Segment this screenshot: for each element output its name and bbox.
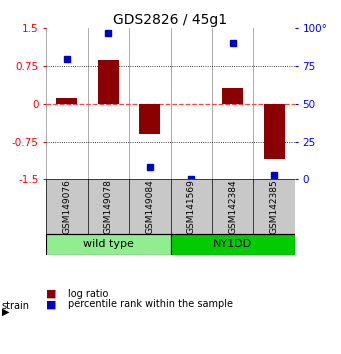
- Text: GSM149084: GSM149084: [145, 179, 154, 234]
- Text: GSM149076: GSM149076: [62, 179, 71, 234]
- Text: GSM142385: GSM142385: [270, 179, 279, 234]
- Bar: [46, 234, 170, 255]
- Text: GSM141569: GSM141569: [187, 179, 196, 234]
- Bar: [222, 88, 243, 104]
- Text: ■: ■: [46, 299, 57, 309]
- FancyBboxPatch shape: [46, 179, 295, 234]
- Text: GSM142384: GSM142384: [228, 179, 237, 234]
- Text: GSM149078: GSM149078: [104, 179, 113, 234]
- Bar: [139, 104, 160, 134]
- Bar: [170, 234, 295, 255]
- Bar: [264, 104, 285, 159]
- Text: wild type: wild type: [83, 239, 134, 249]
- Bar: [56, 98, 77, 104]
- Text: NY1DD: NY1DD: [213, 239, 252, 249]
- Text: strain: strain: [2, 301, 30, 311]
- Bar: [98, 59, 119, 104]
- Text: ▶: ▶: [2, 307, 9, 317]
- Text: log ratio: log ratio: [68, 289, 108, 299]
- Text: ■: ■: [46, 289, 57, 299]
- Title: GDS2826 / 45g1: GDS2826 / 45g1: [114, 13, 227, 27]
- Text: percentile rank within the sample: percentile rank within the sample: [68, 299, 233, 309]
